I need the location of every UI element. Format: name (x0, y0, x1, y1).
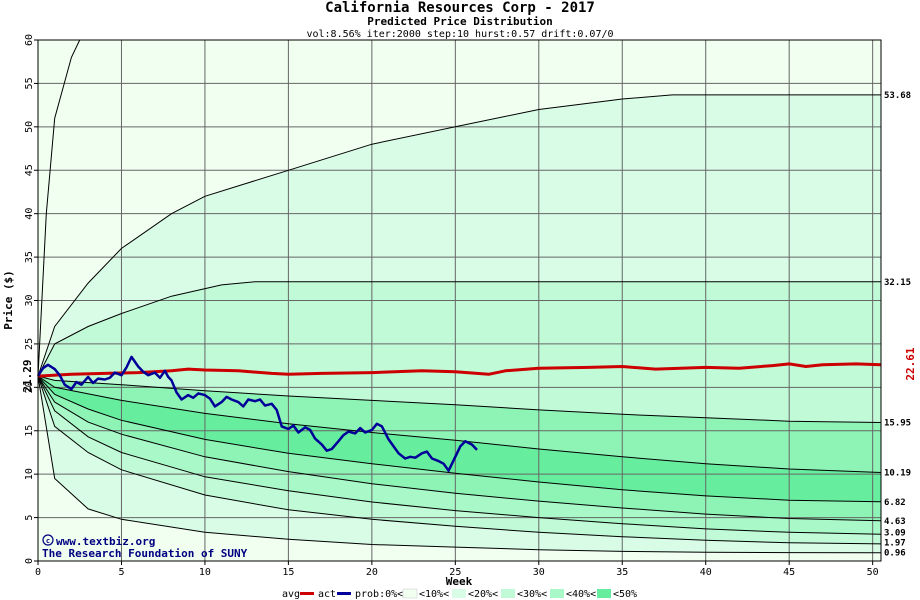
chart-title: California Resources Corp - 2017 (325, 0, 595, 16)
legend-band40-label: <40%< (566, 589, 596, 600)
price-series (36, 355, 882, 472)
percentile-end-labels: 53.68 32.15 15.95 10.19 6.82 4.63 3.091.970.96 (884, 91, 911, 559)
y-tick-label: 25 (24, 338, 35, 350)
chart-subtitle: Predicted Price Distribution (367, 15, 552, 28)
percentile-curve-0 (37, 94, 881, 377)
simulation-params: vol:8.56% iter:2000 step:10 hurst:0.57 d… (306, 29, 613, 40)
legend-swatch-30 (550, 589, 564, 598)
legend-swatch-20 (501, 589, 515, 598)
y-axis-label: Price ($) (2, 270, 15, 330)
avg-end-label: 22.61 (904, 347, 917, 380)
credit-url: www.textbiz.org (56, 535, 155, 548)
percentile-end-label: 1.97 (884, 539, 906, 549)
legend-swatch-0 (402, 588, 418, 599)
legend: avg act prob:0%< <10%< <20%< <30%< <40%<… (282, 588, 637, 600)
percentile-curve-8 (37, 376, 882, 554)
percentile-end-label: 3.09 (884, 529, 906, 539)
x-tick-label: 35 (616, 567, 628, 578)
copyright-glyph: c (46, 537, 50, 545)
legend-band50-label: <50% (613, 589, 637, 600)
legend-swatch-10 (452, 589, 466, 598)
x-tick-label: 30 (533, 567, 545, 578)
percentile-curve-1 (37, 281, 881, 377)
percentile-curve-6 (37, 375, 882, 535)
y-tick-label: 15 (24, 425, 35, 437)
percentile-curves (37, 39, 882, 554)
avg-price-line (37, 362, 882, 378)
legend-prob0-label: prob:0%< (355, 589, 403, 600)
axis-ticks: 0 5 10 15 20 25 30 35 40 45 50 0 5 10 15 20 25 30 35 40 45 50… (24, 34, 879, 578)
percentile-end-label: 0.96 (884, 549, 906, 559)
y-tick-label: 60 (24, 34, 35, 46)
y-tick-label: 45 (24, 164, 35, 176)
percentile-end-label: 53.68 (884, 91, 911, 101)
x-tick-label: 5 (118, 567, 124, 578)
percentile-end-label: 6.82 (884, 498, 906, 508)
percentile-curve-5 (37, 375, 882, 522)
y-tick-label: 55 (24, 77, 35, 89)
percentile-end-label: 15.95 (884, 419, 911, 429)
legend-swatch-40 (597, 589, 611, 598)
y-tick-label: 5 (24, 515, 35, 521)
percentile-curve-3 (37, 375, 882, 473)
y-tick-label: 50 (24, 121, 35, 133)
y-tick-label: 40 (24, 208, 35, 220)
legend-act-label: act (318, 589, 336, 600)
x-tick-label: 25 (449, 567, 461, 578)
x-tick-label: 10 (199, 567, 211, 578)
percentile-end-label: 10.19 (884, 469, 911, 479)
legend-act-swatch (337, 592, 351, 595)
x-tick-label: 45 (783, 567, 795, 578)
x-tick-label: 20 (366, 567, 378, 578)
percentile-curve-7 (37, 375, 882, 545)
y-tick-label: 0 (24, 558, 35, 564)
copyright-icon (42, 534, 54, 546)
y-tick-label: 35 (24, 251, 35, 263)
legend-band10-label: <10%< (419, 589, 449, 600)
percentile-end-label: 32.15 (884, 278, 911, 288)
credit-org: The Research Foundation of SUNY (42, 547, 248, 560)
y-tick-label: 10 (24, 468, 35, 480)
percentile-end-label: 4.63 (884, 517, 906, 527)
percentile-curve-max (37, 39, 81, 377)
x-tick-label: 15 (282, 567, 294, 578)
x-tick-label: 50 (867, 567, 879, 578)
x-tick-label: 40 (700, 567, 712, 578)
grid-lines (38, 40, 881, 561)
y-tick-label: 30 (24, 294, 35, 306)
actual-price-line (36, 355, 478, 472)
credit: c www.textbiz.org The Research Foundatio… (42, 534, 248, 560)
legend-avg-label: avg (282, 589, 300, 600)
x-tick-label: 0 (35, 567, 41, 578)
legend-band30-label: <30%< (517, 589, 547, 600)
y-tick-label: 20 (24, 381, 35, 393)
band-50 (38, 376, 881, 502)
start-price-label: 21.29 (21, 359, 34, 392)
legend-avg-swatch (300, 592, 314, 595)
percentile-curve-4 (37, 375, 882, 503)
x-axis-label: Week (446, 575, 473, 588)
legend-band20-label: <20%< (468, 589, 498, 600)
percentile-curve-2 (37, 375, 882, 423)
